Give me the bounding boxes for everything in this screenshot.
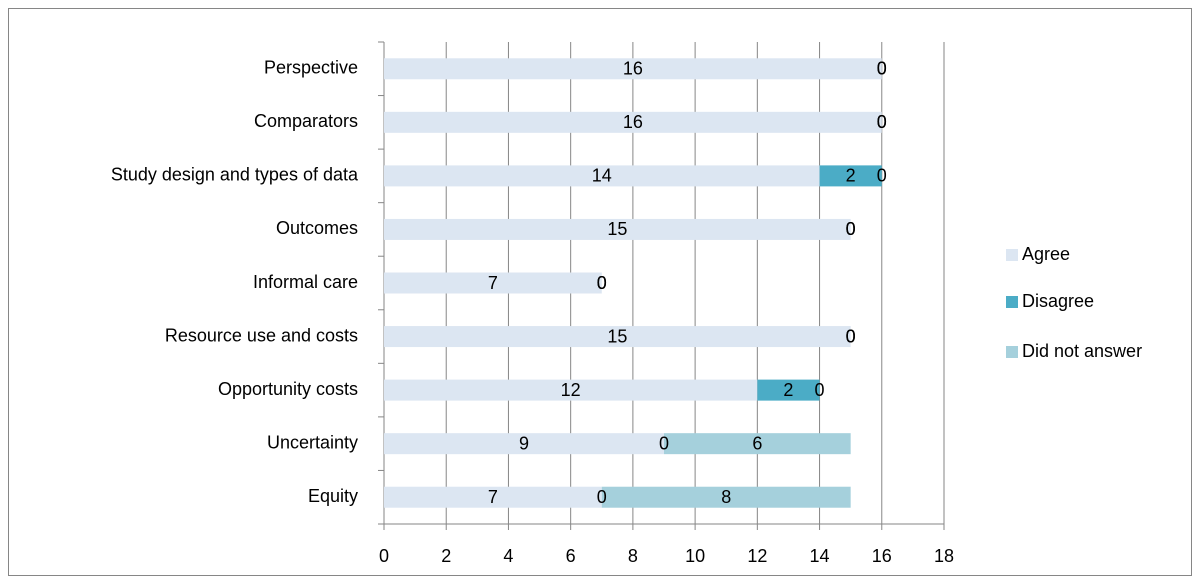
data-label: 16 bbox=[623, 112, 643, 132]
x-tick-label: 2 bbox=[441, 546, 451, 566]
data-label: 0 bbox=[597, 273, 607, 293]
data-label: 0 bbox=[846, 219, 856, 239]
y-tick-label: Uncertainty bbox=[267, 432, 358, 452]
y-tick-label: Equity bbox=[308, 486, 358, 506]
data-label: 0 bbox=[846, 326, 856, 346]
legend-swatch bbox=[1006, 296, 1018, 308]
data-label: 0 bbox=[877, 166, 887, 186]
bar-segment bbox=[384, 272, 602, 294]
data-label: 0 bbox=[659, 433, 669, 453]
bar-segment bbox=[819, 165, 882, 187]
x-tick-label: 10 bbox=[685, 546, 705, 566]
data-label: 7 bbox=[488, 273, 498, 293]
legend-swatch bbox=[1006, 346, 1018, 358]
x-tick-label: 6 bbox=[566, 546, 576, 566]
x-tick-label: 14 bbox=[810, 546, 830, 566]
y-tick-label: Opportunity costs bbox=[218, 379, 358, 399]
data-label: 12 bbox=[561, 380, 581, 400]
bar-segment bbox=[664, 433, 851, 455]
x-tick-label: 18 bbox=[934, 546, 954, 566]
y-tick-label: Perspective bbox=[264, 58, 358, 78]
legend-swatch bbox=[1006, 249, 1018, 261]
data-label: 0 bbox=[597, 273, 607, 293]
data-label: 0 bbox=[877, 112, 887, 132]
data-label: 0 bbox=[877, 112, 887, 132]
x-tick-label: 16 bbox=[872, 546, 892, 566]
legend-label: Agree bbox=[1022, 244, 1070, 264]
bar-segment bbox=[384, 433, 664, 455]
bar-segment bbox=[601, 486, 851, 508]
y-tick-label: Comparators bbox=[254, 111, 358, 131]
y-tick-label: Resource use and costs bbox=[165, 325, 358, 345]
data-label: 0 bbox=[877, 59, 887, 79]
data-label: 0 bbox=[846, 326, 856, 346]
y-tick-label: Informal care bbox=[253, 272, 358, 292]
data-label: 14 bbox=[592, 166, 612, 186]
legend-label: Did not answer bbox=[1022, 341, 1142, 361]
data-label: 0 bbox=[877, 59, 887, 79]
x-tick-label: 4 bbox=[503, 546, 513, 566]
data-label: 2 bbox=[783, 380, 793, 400]
data-label: 8 bbox=[721, 487, 731, 507]
data-label: 16 bbox=[623, 59, 643, 79]
bar-segment bbox=[384, 165, 820, 187]
data-label: 7 bbox=[488, 487, 498, 507]
data-label: 0 bbox=[597, 487, 607, 507]
y-tick-label: Outcomes bbox=[276, 218, 358, 238]
bar-segment bbox=[757, 379, 820, 401]
data-label: 0 bbox=[846, 219, 856, 239]
bar-segment bbox=[384, 111, 882, 133]
x-tick-label: 0 bbox=[379, 546, 389, 566]
bar-segment bbox=[384, 218, 851, 240]
x-tick-label: 12 bbox=[747, 546, 767, 566]
data-label: 2 bbox=[846, 166, 856, 186]
legend-label: Disagree bbox=[1022, 291, 1094, 311]
x-tick-label: 8 bbox=[628, 546, 638, 566]
bar-segment bbox=[384, 379, 758, 401]
data-label: 15 bbox=[607, 219, 627, 239]
data-label: 0 bbox=[815, 380, 825, 400]
bar-segment bbox=[384, 326, 851, 348]
data-label: 6 bbox=[752, 433, 762, 453]
y-tick-label: Study design and types of data bbox=[111, 165, 359, 185]
bar-segment bbox=[384, 486, 602, 508]
bar-segment bbox=[384, 58, 882, 80]
data-label: 15 bbox=[607, 326, 627, 346]
data-label: 9 bbox=[519, 433, 529, 453]
